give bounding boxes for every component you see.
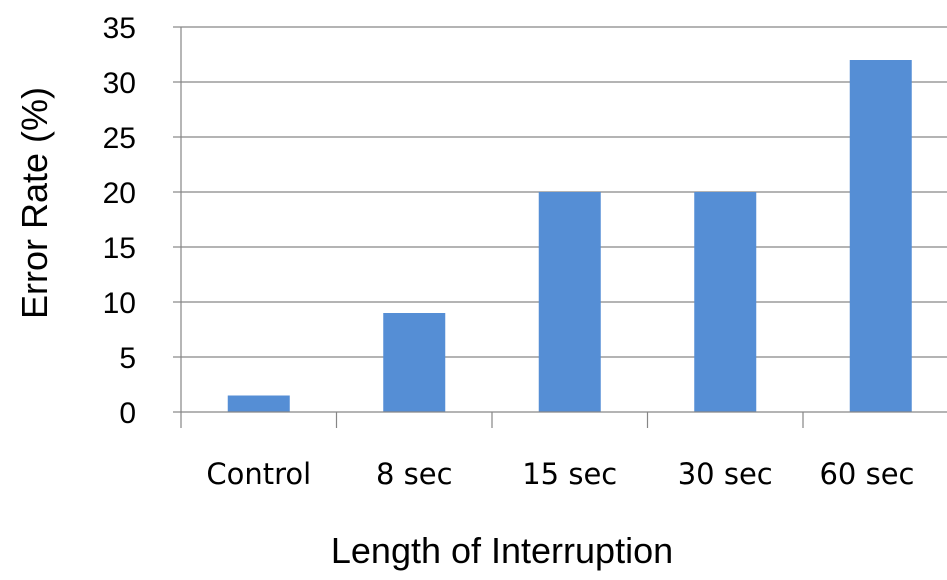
- x-category-label: 15 sec: [522, 457, 617, 491]
- bar-60-sec: [849, 60, 912, 412]
- bar-8-sec: [383, 313, 446, 412]
- y-tick-label: 10: [103, 287, 136, 320]
- y-tick-label: 15: [103, 232, 136, 265]
- axes: [180, 27, 947, 413]
- y-tick-labels: 0 5 10 15 20 25 30 35: [103, 12, 181, 430]
- y-tick-label: 35: [103, 12, 136, 45]
- x-category-label: Control: [206, 457, 311, 491]
- x-category-label: 30 sec: [678, 457, 773, 491]
- y-tick-label: 25: [103, 122, 136, 155]
- y-tick-label: 20: [103, 177, 136, 210]
- x-category-label: 8 sec: [376, 457, 453, 491]
- y-axis-title: Error Rate (%): [14, 87, 55, 319]
- x-axis-title: Length of Interruption: [331, 530, 673, 571]
- x-category-labels: Control 8 sec 15 sec 30 sec 60 sec: [206, 457, 914, 491]
- y-tick-label: 30: [103, 67, 136, 100]
- y-tick-label: 5: [119, 342, 136, 375]
- bar-15-sec: [538, 192, 601, 412]
- bars: [227, 60, 912, 412]
- x-tick-marks: [180, 412, 804, 428]
- y-tick-label: 0: [119, 397, 136, 430]
- bar-control: [227, 395, 290, 412]
- bar-30-sec: [694, 192, 757, 412]
- x-category-label: 60 sec: [819, 457, 914, 491]
